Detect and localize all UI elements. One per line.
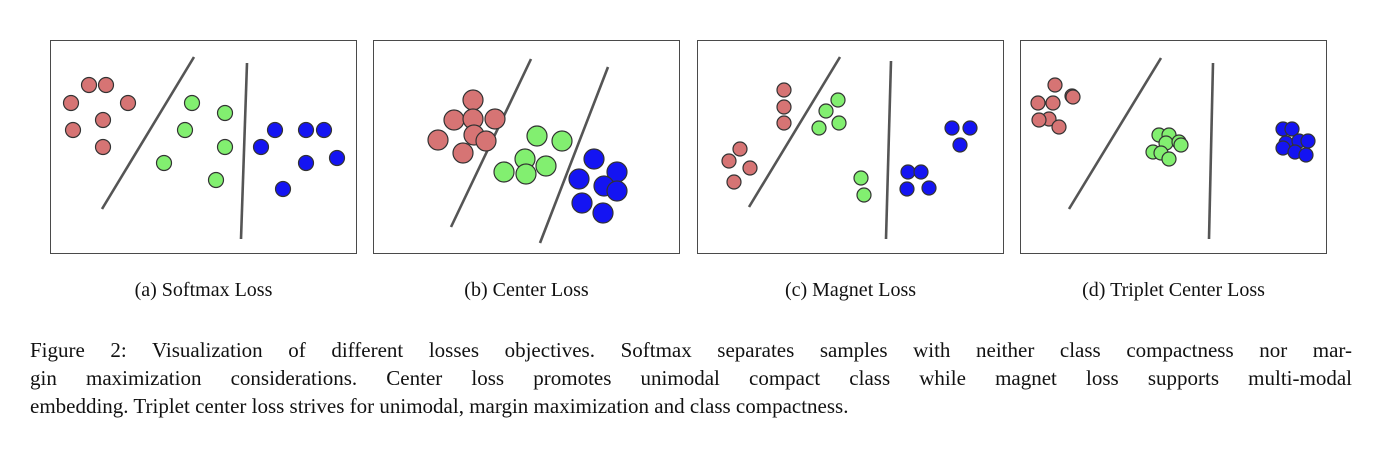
blue-sample-point [328, 149, 346, 167]
red-sample-point [443, 109, 465, 131]
blue-sample-point [899, 181, 915, 197]
red-sample-point [1030, 95, 1046, 111]
blue-sample-point [913, 164, 929, 180]
blue-sample-point [606, 180, 628, 202]
red-sample-point [475, 130, 497, 152]
green-sample-point [535, 155, 557, 177]
red-sample-point [726, 174, 742, 190]
blue-sample-point [962, 120, 978, 136]
magnet-loss-plot [721, 56, 978, 240]
red-sample-point [64, 121, 82, 139]
blue-sample-point [592, 202, 614, 224]
green-sample-point [176, 121, 194, 139]
green-sample-point [811, 120, 827, 136]
red-sample-point [80, 76, 98, 94]
blue-sample-point [252, 138, 270, 156]
panel-softmax-loss [50, 40, 357, 254]
red-sample-point [1065, 89, 1081, 105]
subcaption-softmax-loss: (a) Softmax Loss [134, 279, 273, 301]
green-sample-point [1161, 151, 1177, 167]
blue-sample-point [297, 121, 315, 139]
decision-boundary-line [1207, 62, 1215, 240]
red-sample-point [721, 153, 737, 169]
blue-sample-point [944, 120, 960, 136]
blue-sample-point [571, 192, 593, 214]
red-sample-point [484, 108, 506, 130]
red-sample-point [97, 76, 115, 94]
red-sample-point [62, 94, 80, 112]
blue-sample-point [952, 137, 968, 153]
decision-boundary-line [100, 56, 196, 210]
green-sample-point [853, 170, 869, 186]
blue-sample-point [266, 121, 284, 139]
blue-sample-point [900, 164, 916, 180]
green-sample-point [818, 103, 834, 119]
decision-boundary-line [884, 60, 893, 240]
red-sample-point [452, 142, 474, 164]
green-sample-point [831, 115, 847, 131]
blue-sample-point [274, 180, 292, 198]
green-sample-point [856, 187, 872, 203]
green-sample-point [493, 161, 515, 183]
blue-sample-point [1284, 121, 1300, 137]
blue-sample-point [297, 154, 315, 172]
subcaption-triplet-center-loss: (d) Triplet Center Loss [1082, 279, 1265, 301]
green-sample-point [526, 125, 548, 147]
figure-caption: Figure 2: Visualization of different los… [30, 336, 1352, 420]
red-sample-point [427, 129, 449, 151]
red-sample-point [1045, 95, 1061, 111]
subcaption-center-loss: (b) Center Loss [464, 279, 589, 301]
green-sample-point [515, 163, 537, 185]
blue-sample-point [568, 168, 590, 190]
red-sample-point [1031, 112, 1047, 128]
decision-boundary-line [747, 56, 842, 208]
decision-boundary-line [239, 62, 249, 240]
figure-caption-line: gin maximization considerations. Center … [30, 366, 1352, 390]
red-sample-point [1047, 77, 1063, 93]
blue-sample-point [583, 148, 605, 170]
blue-sample-point [1298, 147, 1314, 163]
red-sample-point [119, 94, 137, 112]
green-sample-point [216, 138, 234, 156]
blue-sample-point [1300, 133, 1316, 149]
red-sample-point [776, 115, 792, 131]
red-sample-point [742, 160, 758, 176]
softmax-loss-plot [62, 56, 346, 240]
figure-caption-line: Figure 2: Visualization of different los… [30, 338, 1352, 362]
red-sample-point [776, 82, 792, 98]
red-sample-point [776, 99, 792, 115]
red-sample-point [94, 138, 112, 156]
center-loss-plot [427, 58, 628, 244]
green-sample-point [183, 94, 201, 112]
figure-caption-line: embedding. Triplet center loss strives f… [30, 394, 849, 418]
green-sample-point [207, 171, 225, 189]
green-sample-point [830, 92, 846, 108]
panel-center-loss [373, 40, 680, 254]
panel-triplet-center-loss [1020, 40, 1327, 254]
blue-sample-point [315, 121, 333, 139]
red-sample-point [462, 89, 484, 111]
red-sample-point [1051, 119, 1067, 135]
green-sample-point [551, 130, 573, 152]
decision-boundary-line [538, 66, 610, 244]
blue-sample-point [921, 180, 937, 196]
subcaption-magnet-loss: (c) Magnet Loss [784, 279, 917, 301]
green-sample-point [1173, 137, 1189, 153]
triplet-center-loss-plot [1030, 57, 1316, 240]
decision-boundary-line [1067, 57, 1163, 210]
red-sample-point [94, 111, 112, 129]
green-sample-point [216, 104, 234, 122]
red-sample-point [732, 141, 748, 157]
panel-magnet-loss [697, 40, 1004, 254]
green-sample-point [155, 154, 173, 172]
